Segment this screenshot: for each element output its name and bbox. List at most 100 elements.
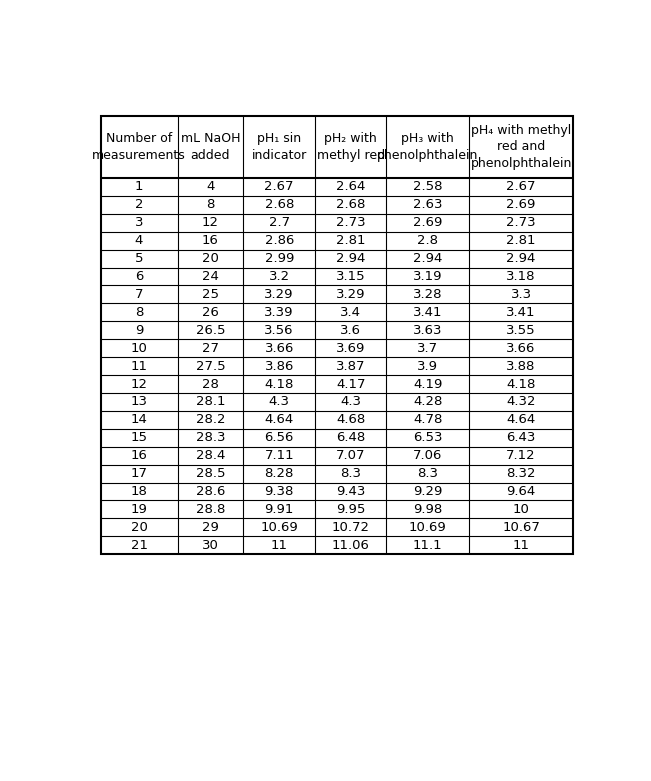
Text: 3.69: 3.69 <box>336 341 365 355</box>
Text: 28.3: 28.3 <box>196 431 225 444</box>
Text: 11: 11 <box>131 359 148 373</box>
Text: 10.72: 10.72 <box>331 521 370 534</box>
Text: 2.73: 2.73 <box>336 216 365 229</box>
Text: 10: 10 <box>131 341 148 355</box>
Text: 8.3: 8.3 <box>340 467 361 480</box>
Text: 8.32: 8.32 <box>506 467 536 480</box>
Text: 27: 27 <box>202 341 219 355</box>
Text: 16: 16 <box>202 234 219 247</box>
Text: pH₂ with
methyl red: pH₂ with methyl red <box>316 132 385 162</box>
Text: 3.87: 3.87 <box>336 359 365 373</box>
Text: 3.18: 3.18 <box>506 270 536 283</box>
Text: 9.43: 9.43 <box>336 485 365 498</box>
Text: 8: 8 <box>135 306 143 319</box>
Text: 10.69: 10.69 <box>409 521 447 534</box>
Text: 2.7: 2.7 <box>269 216 290 229</box>
Text: 3.63: 3.63 <box>413 324 443 337</box>
Text: 4.32: 4.32 <box>506 395 536 408</box>
Text: 7.11: 7.11 <box>264 449 294 462</box>
Text: 19: 19 <box>131 503 148 516</box>
Text: 4.18: 4.18 <box>264 377 294 390</box>
Text: 3.55: 3.55 <box>506 324 536 337</box>
Text: Number of
measurements: Number of measurements <box>92 132 186 162</box>
Text: 4.68: 4.68 <box>336 413 365 426</box>
Text: 4.64: 4.64 <box>264 413 294 426</box>
Text: 11: 11 <box>271 539 288 552</box>
Text: 3.56: 3.56 <box>264 324 294 337</box>
Text: 10.69: 10.69 <box>260 521 298 534</box>
Text: 3.41: 3.41 <box>413 306 443 319</box>
Text: 2.64: 2.64 <box>336 180 365 194</box>
Text: 9.64: 9.64 <box>506 485 536 498</box>
Text: 5: 5 <box>135 252 143 265</box>
Text: 30: 30 <box>202 539 219 552</box>
Text: 2.8: 2.8 <box>417 234 438 247</box>
Text: 3.15: 3.15 <box>336 270 365 283</box>
Text: 3.9: 3.9 <box>417 359 438 373</box>
Text: 26.5: 26.5 <box>196 324 225 337</box>
Text: 4: 4 <box>135 234 143 247</box>
Text: 3.7: 3.7 <box>417 341 438 355</box>
Text: 6.48: 6.48 <box>336 431 365 444</box>
Text: 8.3: 8.3 <box>417 467 438 480</box>
Text: 7.12: 7.12 <box>506 449 536 462</box>
Text: 1: 1 <box>135 180 143 194</box>
Text: 4.64: 4.64 <box>506 413 536 426</box>
Text: 12: 12 <box>202 216 219 229</box>
Text: 9.29: 9.29 <box>413 485 442 498</box>
Text: 2.81: 2.81 <box>336 234 365 247</box>
Text: 20: 20 <box>202 252 219 265</box>
Text: 18: 18 <box>131 485 148 498</box>
Text: 9: 9 <box>135 324 143 337</box>
Text: 2.69: 2.69 <box>413 216 442 229</box>
Text: 28: 28 <box>202 377 219 390</box>
Text: 2.67: 2.67 <box>264 180 294 194</box>
Text: pH₃ with
phenolphthalein: pH₃ with phenolphthalein <box>377 132 478 162</box>
Text: 9.98: 9.98 <box>413 503 442 516</box>
Text: 6: 6 <box>135 270 143 283</box>
Text: 3.2: 3.2 <box>269 270 290 283</box>
Text: 7.07: 7.07 <box>336 449 365 462</box>
Text: 9.38: 9.38 <box>264 485 294 498</box>
Text: 11.06: 11.06 <box>332 539 370 552</box>
Text: 4.28: 4.28 <box>413 395 442 408</box>
Text: 2.94: 2.94 <box>336 252 365 265</box>
Text: 4.3: 4.3 <box>269 395 290 408</box>
Text: 8.28: 8.28 <box>264 467 294 480</box>
Text: 10.67: 10.67 <box>502 521 540 534</box>
Text: 3.29: 3.29 <box>336 288 365 301</box>
Text: 2.81: 2.81 <box>506 234 536 247</box>
Text: 16: 16 <box>131 449 148 462</box>
Text: mL NaOH
added: mL NaOH added <box>181 132 240 162</box>
Text: 3.3: 3.3 <box>510 288 532 301</box>
Text: 3.19: 3.19 <box>413 270 443 283</box>
Text: 28.2: 28.2 <box>196 413 225 426</box>
Text: 21: 21 <box>131 539 148 552</box>
Text: 3.66: 3.66 <box>264 341 294 355</box>
Text: 3.29: 3.29 <box>264 288 294 301</box>
Text: 3.4: 3.4 <box>340 306 361 319</box>
Text: 2.68: 2.68 <box>264 198 294 212</box>
Text: 2.86: 2.86 <box>264 234 294 247</box>
Text: 3.86: 3.86 <box>264 359 294 373</box>
Text: 4: 4 <box>206 180 215 194</box>
Text: 28.1: 28.1 <box>196 395 225 408</box>
Text: 3.66: 3.66 <box>506 341 536 355</box>
Text: 4.78: 4.78 <box>413 413 442 426</box>
Text: 2.63: 2.63 <box>413 198 443 212</box>
Text: 4.17: 4.17 <box>336 377 365 390</box>
Text: 3: 3 <box>135 216 143 229</box>
Text: 2.94: 2.94 <box>413 252 442 265</box>
Text: 8: 8 <box>206 198 215 212</box>
Text: 4.3: 4.3 <box>340 395 361 408</box>
Text: 15: 15 <box>131 431 148 444</box>
Text: 10: 10 <box>512 503 529 516</box>
Text: 3.39: 3.39 <box>264 306 294 319</box>
Text: 4.18: 4.18 <box>506 377 536 390</box>
Text: 13: 13 <box>131 395 148 408</box>
Text: 9.95: 9.95 <box>336 503 365 516</box>
Text: 12: 12 <box>131 377 148 390</box>
Text: 2.58: 2.58 <box>413 180 443 194</box>
Text: 25: 25 <box>202 288 219 301</box>
Text: 3.88: 3.88 <box>506 359 536 373</box>
